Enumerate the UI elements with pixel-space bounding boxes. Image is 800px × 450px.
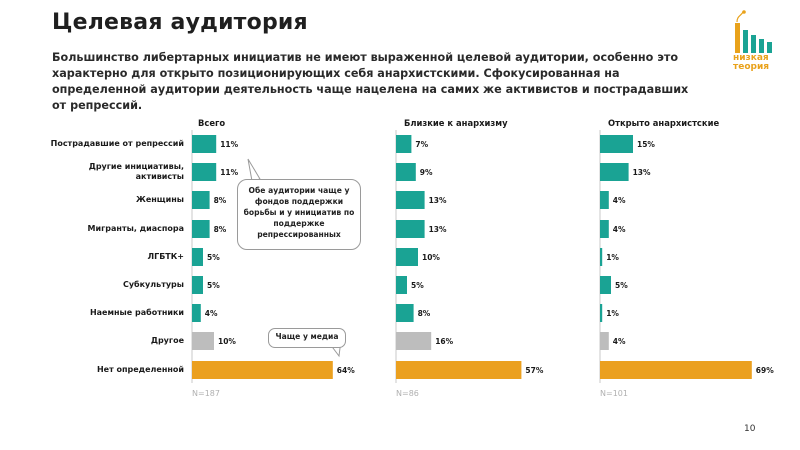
data-label: 57% (525, 366, 543, 375)
data-label: 69% (756, 366, 774, 375)
callout-audiences: Обе аудитории чаще у фондов поддержки бо… (237, 179, 361, 250)
category-label-line: активисты (135, 172, 184, 181)
bar (192, 361, 333, 379)
data-label: 5% (615, 281, 628, 290)
bar (396, 304, 414, 322)
page-number: 10 (744, 424, 756, 434)
data-label: 13% (429, 196, 447, 205)
panel-title: Открыто анархистские (608, 118, 720, 128)
category-label-line: Наемные работники (89, 308, 184, 317)
category-label: Субкультуры (0, 280, 184, 290)
data-label: 13% (429, 225, 447, 234)
logo-text: низкая теория (733, 54, 793, 72)
bar (600, 191, 609, 209)
data-label: 13% (633, 168, 651, 177)
bar (600, 276, 611, 294)
data-label: 5% (411, 281, 424, 290)
category-label: Наемные работники (0, 308, 184, 318)
bar (600, 135, 633, 153)
category-label-line: ЛГБТК+ (147, 252, 184, 261)
logo-icon (735, 10, 772, 53)
data-label: 4% (205, 309, 218, 318)
data-label: 5% (207, 253, 220, 262)
data-label: 11% (220, 140, 238, 149)
sample-size-label: N=86 (396, 389, 419, 398)
category-label: Мигранты, диаспора (0, 224, 184, 234)
category-label-line: Субкультуры (122, 280, 184, 289)
category-label-line: Другие инициативы, (88, 162, 184, 171)
data-label: 16% (435, 337, 453, 346)
sample-size-label: N=187 (192, 389, 220, 398)
category-label: Пострадавшие от репрессий (0, 139, 184, 149)
category-label: Другое (0, 336, 184, 346)
bar (396, 135, 412, 153)
data-label: 1% (606, 309, 619, 318)
page-title: Целевая аудитория (52, 10, 308, 35)
data-label: 1% (606, 253, 619, 262)
data-label: 15% (637, 140, 655, 149)
bar (192, 248, 203, 266)
data-label: 8% (418, 309, 431, 318)
bar (600, 361, 752, 379)
category-label-line: Нет определенной (96, 365, 184, 374)
data-label: 9% (420, 168, 433, 177)
bar (396, 191, 425, 209)
bar (396, 361, 522, 379)
sample-size-label: N=101 (600, 389, 628, 398)
bar (600, 220, 609, 238)
bar (396, 163, 416, 181)
bar (600, 332, 609, 350)
bar (396, 248, 418, 266)
category-label-line: Женщины (136, 195, 184, 204)
bar (192, 220, 210, 238)
panel-title: Всего (198, 118, 226, 128)
data-label: 10% (422, 253, 440, 262)
data-label: 4% (613, 225, 626, 234)
category-label: Другие инициативы, активисты (0, 162, 184, 182)
bar (192, 332, 214, 350)
data-label: 8% (214, 225, 227, 234)
callout-media: Чаще у медиа (268, 328, 346, 348)
category-label-line: Пострадавшие от репрессий (50, 139, 184, 148)
bar (396, 276, 407, 294)
logo-line-1: низкая (733, 53, 769, 63)
bar (192, 276, 203, 294)
category-label-line: Другое (150, 336, 184, 345)
category-label-line: Мигранты, диаспора (87, 224, 184, 233)
callout-audiences-text: Обе аудитории чаще у фондов поддержки бо… (243, 186, 355, 239)
data-label: 10% (218, 337, 236, 346)
bar (396, 220, 425, 238)
data-label: 7% (415, 140, 428, 149)
data-label: 4% (613, 196, 626, 205)
category-label: Женщины (0, 195, 184, 205)
bar (396, 332, 432, 350)
data-label: 11% (220, 168, 238, 177)
bar (600, 163, 629, 181)
category-label: ЛГБТК+ (0, 252, 184, 262)
bar (192, 163, 217, 181)
bar (600, 304, 603, 322)
logo-line-2: теория (733, 62, 770, 72)
bar (192, 135, 217, 153)
data-label: 5% (207, 281, 220, 290)
bar (192, 191, 210, 209)
lead-text: Большинство либертарных инициатив не име… (52, 51, 689, 112)
category-label: Нет определенной (0, 365, 184, 375)
data-label: 4% (613, 337, 626, 346)
data-label: 8% (214, 196, 227, 205)
bar (192, 304, 201, 322)
callout-media-text: Чаще у медиа (275, 332, 339, 341)
panel-title: Близкие к анархизму (404, 118, 508, 128)
data-label: 64% (337, 366, 355, 375)
bar (600, 248, 603, 266)
